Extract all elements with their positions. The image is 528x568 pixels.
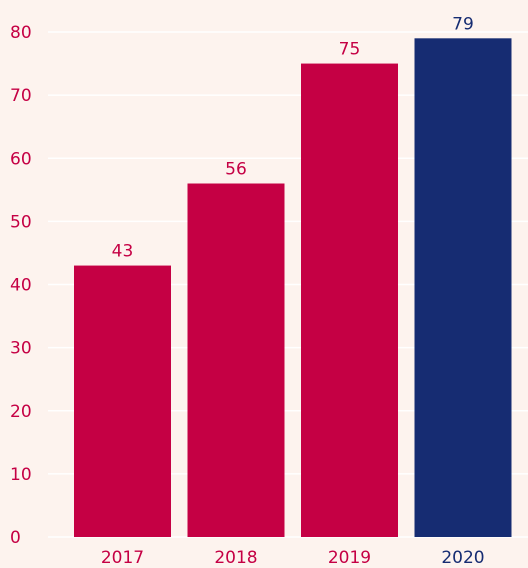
x-tick-label-2020: 2020 bbox=[441, 548, 484, 568]
bar-2017 bbox=[74, 265, 171, 537]
x-tick-label-2019: 2019 bbox=[328, 548, 371, 568]
bars bbox=[74, 38, 512, 537]
bar-2019 bbox=[301, 63, 398, 537]
y-tick-label: 0 bbox=[10, 528, 21, 548]
y-axis-tick-labels: 0 10 20 30 40 50 60 70 80 bbox=[10, 23, 32, 548]
x-tick-label-2018: 2018 bbox=[214, 548, 257, 568]
y-tick-label: 10 bbox=[10, 465, 32, 485]
bar-2018 bbox=[187, 183, 285, 537]
y-tick-label: 70 bbox=[10, 86, 32, 106]
y-tick-label: 60 bbox=[10, 149, 32, 169]
bar-value-label-2017: 43 bbox=[112, 242, 134, 262]
bar-2020 bbox=[414, 38, 512, 537]
x-tick-label-2017: 2017 bbox=[101, 548, 144, 568]
y-tick-label: 80 bbox=[10, 23, 32, 43]
x-axis-tick-labels: 2017 2018 2019 2020 bbox=[101, 548, 485, 568]
y-tick-label: 20 bbox=[10, 402, 32, 422]
y-tick-label: 50 bbox=[10, 212, 32, 232]
y-tick-label: 40 bbox=[10, 276, 32, 296]
bar-value-label-2018: 56 bbox=[225, 160, 247, 180]
bar-data-labels: 43 56 75 79 bbox=[112, 14, 474, 261]
y-tick-label: 30 bbox=[10, 339, 32, 359]
bar-value-label-2019: 75 bbox=[339, 40, 361, 60]
bar-value-label-2020: 79 bbox=[452, 14, 474, 34]
